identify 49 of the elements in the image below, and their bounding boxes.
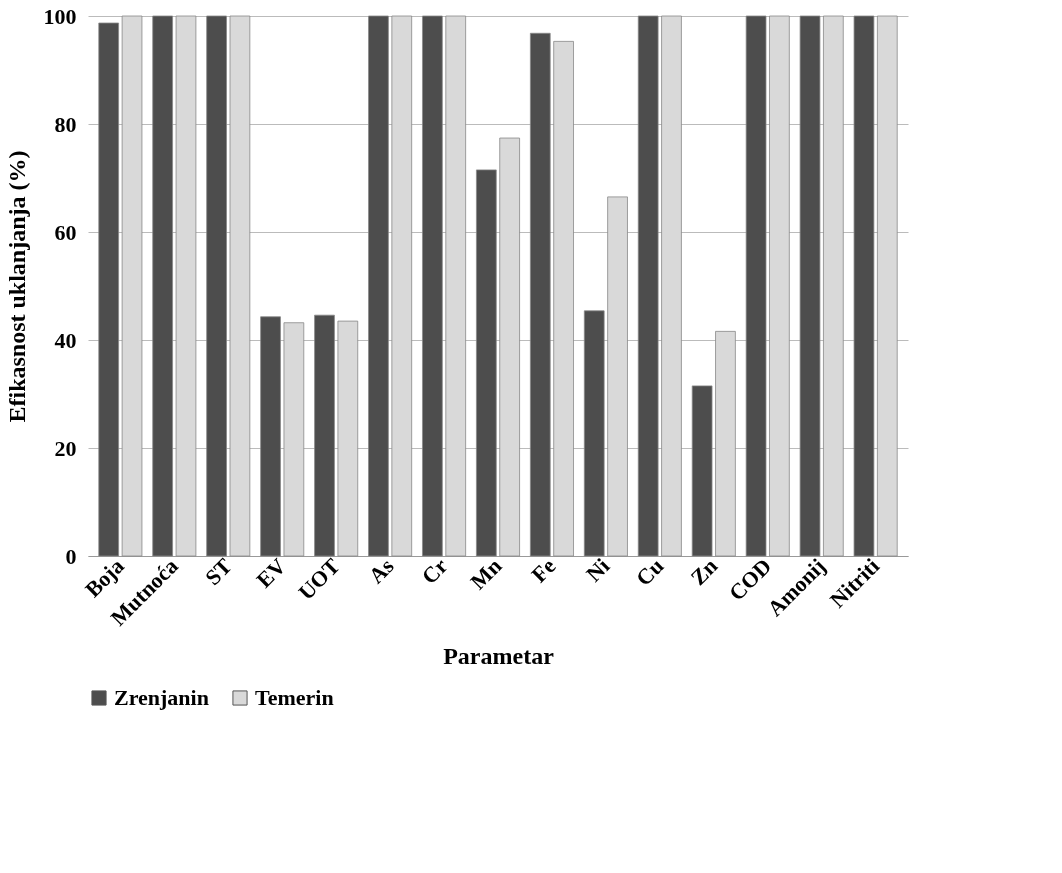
bar — [823, 15, 844, 557]
bar — [499, 137, 520, 557]
x-tick-label: Zn — [685, 553, 723, 591]
bar — [445, 15, 467, 557]
x-tick-label: Mn — [465, 553, 507, 595]
x-tick-label: EV — [251, 553, 291, 593]
x-tick-label: Cu — [630, 553, 669, 591]
bar — [152, 15, 173, 557]
bar — [607, 196, 628, 557]
bar — [745, 15, 767, 557]
x-tick-label: ST — [200, 553, 237, 591]
bar — [769, 15, 790, 557]
bar — [337, 320, 359, 557]
bar — [476, 169, 497, 557]
bar — [799, 15, 821, 557]
bar — [661, 15, 682, 557]
bar — [121, 15, 143, 557]
bar — [206, 15, 227, 557]
bar — [314, 314, 335, 557]
bar — [583, 310, 605, 557]
bar — [368, 15, 389, 557]
y-tick-label: 100 — [43, 3, 77, 29]
bar — [691, 385, 713, 557]
x-tick-label: Fe — [526, 553, 561, 588]
y-axis-title: Efikasnost uklanjanja (%) — [3, 150, 30, 423]
bar — [175, 15, 197, 557]
legend-label: Temerin — [255, 685, 334, 710]
bar — [229, 15, 251, 557]
y-tick-label: 20 — [54, 435, 77, 461]
y-tick-label: 0 — [65, 543, 77, 569]
legend-label: Zrenjanin — [114, 685, 209, 710]
bar — [98, 22, 120, 557]
bar — [283, 322, 305, 557]
x-tick-label: Cr — [416, 553, 453, 590]
y-tick-label: 40 — [54, 327, 77, 353]
x-axis-title: Parametar — [443, 642, 555, 669]
x-tick-label: As — [363, 553, 399, 589]
bar — [260, 316, 281, 557]
bar — [391, 15, 413, 557]
y-tick-label: 60 — [54, 219, 77, 245]
bar — [853, 15, 875, 557]
bar — [529, 32, 551, 557]
bar — [637, 15, 659, 557]
x-tick-label: Ni — [581, 553, 615, 587]
bar — [715, 330, 736, 557]
bar — [876, 15, 898, 557]
bar — [553, 40, 574, 557]
bar — [422, 15, 443, 557]
y-tick-label: 80 — [54, 111, 77, 137]
